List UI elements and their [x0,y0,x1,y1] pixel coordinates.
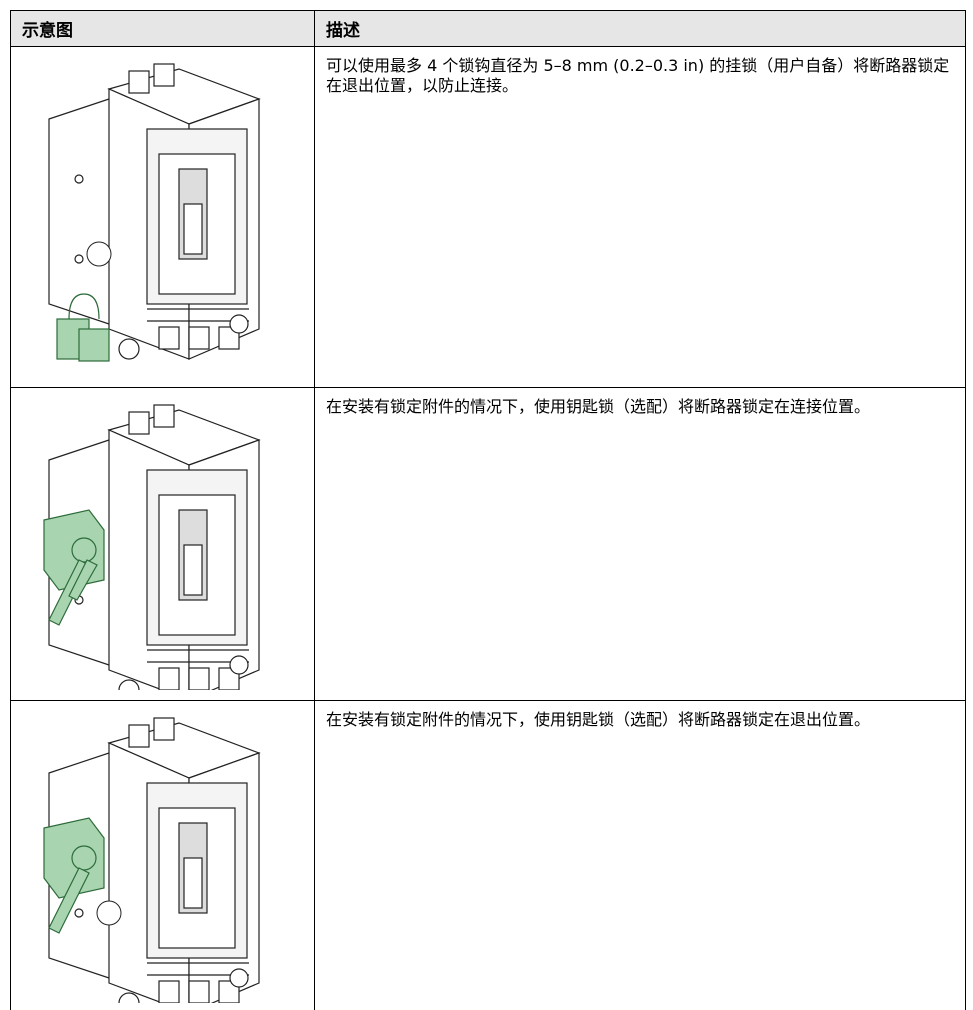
page: 示意图 描述 可以使用最多 4 个锁钩直径为 5–8 mm (0.2–0.3 i… [0,0,973,981]
description: 可以使用最多 4 个锁钩直径为 5–8 mm (0.2–0.3 in) 的挂锁（… [315,47,966,388]
row: 可以使用最多 4 个锁钩直径为 5–8 mm (0.2–0.3 in) 的挂锁（… [11,47,966,388]
row: 在安装有锁定附件的情况下，使用钥匙锁（选配）将断路器锁定在退出位置。 [11,701,966,1010]
illustration-cell [11,701,315,1010]
description: 在安装有锁定附件的情况下，使用钥匙锁（选配）将断路器锁定在连接位置。 [315,388,966,701]
knob [97,901,121,925]
illustration [29,59,279,369]
header-row: 示意图 描述 [11,11,966,47]
header-cell: 示意图 [11,11,315,47]
illustration [29,400,279,690]
table: 示意图 描述 可以使用最多 4 个锁钩直径为 5–8 mm (0.2–0.3 i… [10,10,966,1010]
illustration [29,713,279,1003]
illustration-cell [11,388,315,701]
header-cell: 描述 [315,11,966,47]
knob [87,242,111,266]
row: 在安装有锁定附件的情况下，使用钥匙锁（选配）将断路器锁定在连接位置。 [11,388,966,701]
description: 在安装有锁定附件的情况下，使用钥匙锁（选配）将断路器锁定在退出位置。 [315,701,966,1010]
illustration-cell [11,47,315,388]
